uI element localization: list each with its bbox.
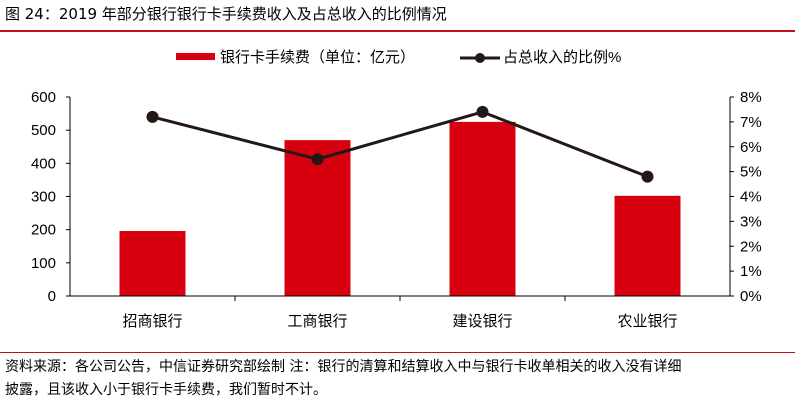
- source-line-2: 披露，且该收入小于银行卡手续费，我们暂时不计。: [5, 382, 327, 398]
- left-tick-label: 100: [31, 255, 56, 272]
- category-labels: 招商银行 工商银行 建设银行 农业银行: [122, 313, 677, 330]
- right-tick-label: 4%: [740, 189, 762, 206]
- right-tick-label: 2%: [740, 238, 762, 255]
- left-tick-label: 300: [31, 189, 56, 206]
- figure-title: 图 24：2019 年部分银行银行卡手续费收入及占总收入的比例情况: [5, 5, 447, 23]
- bar: [449, 121, 516, 296]
- legend-bar-swatch: [176, 53, 215, 60]
- category-label: 工商银行: [287, 313, 347, 330]
- legend-line-marker-icon: [475, 53, 485, 63]
- line-marker-icon: [146, 110, 159, 123]
- title-divider: [0, 30, 795, 32]
- left-tick-label: 500: [31, 122, 56, 139]
- right-tick-label: 0%: [740, 288, 762, 305]
- left-axis: 0 100 200 300 400 500 600: [31, 89, 71, 305]
- ratio-line: [146, 105, 654, 183]
- right-tick-label: 3%: [740, 213, 762, 230]
- right-tick-label: 5%: [740, 164, 762, 181]
- combo-chart: 银行卡手续费（单位：亿元） 占总收入的比例% 0 100 200 300 400 500 6…: [31, 49, 762, 330]
- left-tick-label: 400: [31, 155, 56, 172]
- category-label: 建设银行: [452, 313, 512, 330]
- bars: [119, 121, 681, 296]
- right-tick-label: 1%: [740, 263, 762, 280]
- bar: [614, 195, 681, 296]
- category-label: 招商银行: [122, 313, 182, 330]
- x-axis-ticks: [234, 296, 566, 301]
- left-tick-label: 0: [48, 288, 56, 305]
- legend-line-label: 占总收入的比例%: [503, 49, 621, 66]
- category-label: 农业银行: [617, 313, 677, 330]
- source-note: 资料来源：各公司公告，中信证券研究部绘制 注：银行的清算和结算收入中与银行卡收单…: [5, 356, 795, 402]
- legend: 银行卡手续费（单位：亿元） 占总收入的比例%: [176, 49, 621, 66]
- right-tick-label: 8%: [740, 89, 762, 106]
- right-tick-label: 7%: [740, 114, 762, 131]
- line-marker-icon: [641, 170, 654, 183]
- right-axis: 0% 1% 2% 3% 4% 5% 6% 7% 8%: [729, 89, 762, 305]
- bar: [284, 140, 351, 296]
- line-marker-icon: [476, 105, 489, 118]
- right-tick-label: 6%: [740, 139, 762, 156]
- left-tick-label: 200: [31, 222, 56, 239]
- line-marker-icon: [311, 153, 324, 166]
- legend-bar-label: 银行卡手续费（单位：亿元）: [220, 49, 415, 66]
- left-tick-label: 600: [31, 89, 56, 106]
- footnote-divider: [0, 352, 795, 353]
- source-line-1: 资料来源：各公司公告，中信证券研究部绘制 注：银行的清算和结算收入中与银行卡收单…: [5, 359, 682, 375]
- bar: [119, 230, 186, 296]
